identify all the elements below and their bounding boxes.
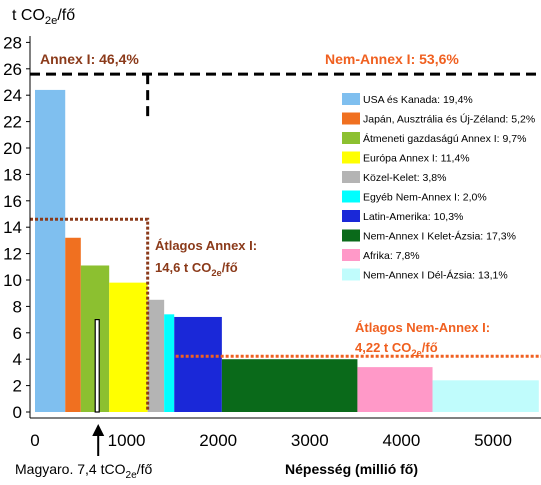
legend-swatch-5 [342,190,360,203]
y-tick-label-28: 28 [3,33,22,52]
avg-annex-label-1: Átlagos Annex I: [155,238,257,253]
legend-item-7: Nem-Annex I Kelet-Ázsia: 17,3% [363,230,516,243]
legend-item-2: Átmeneti gazdaságú Annex I: 9,7% [363,132,526,145]
annex-label: Annex I: 46,4% [40,51,139,67]
legend-swatch-7 [342,229,360,242]
bars-layer [35,89,539,413]
x-axis-label: Népesség (millió fő) [285,461,418,477]
x-tick-label-3000: 3000 [291,431,329,450]
y-tick-label-2: 2 [13,377,22,396]
legend-item-3: Európa Annex I: 11,4% [363,153,470,165]
y-tick-label-24: 24 [3,86,22,105]
y-tick-label-18: 18 [3,165,22,184]
bar-9 [432,380,539,412]
legend-item-5: Egyéb Nem-Annex I: 2,0% [363,192,487,204]
legend-swatch-2 [342,132,360,144]
bar-3 [109,282,148,412]
y-tick-label-26: 26 [3,60,22,79]
y-tick-label-16: 16 [3,192,22,211]
y-tick-label-6: 6 [13,324,22,343]
legend-swatch-3 [342,151,360,164]
overlay-layer: Annex I: 46,4% Nem-Annex I: 53,6% Átlagos … [15,51,541,481]
y-tick-label-0: 0 [13,403,22,422]
x-tick-label-1000: 1000 [108,431,146,450]
legend-item-0: USA és Kanada: 19,4% [363,94,473,106]
bar-6 [174,316,222,412]
x-tick-label-0: 0 [30,431,39,450]
y-tick-label-20: 20 [3,139,22,158]
y-tick-label-8: 8 [13,297,22,316]
x-tick-label-4000: 4000 [382,431,420,450]
legend-item-1: Japán, Ausztrália és Új-Zéland: 5,2% [363,113,535,126]
y-tick-label-22: 22 [3,113,22,132]
bar-8 [357,367,433,412]
legend-swatch-4 [342,171,360,183]
legend-swatch-9 [342,268,360,281]
legend: USA és Kanada: 19,4% Japán, Ausztrália és… [336,84,541,282]
y-tick-label-10: 10 [3,271,22,290]
legend-item-4: Közel-Kelet: 3,8% [363,172,446,184]
bar-5 [164,314,175,412]
hungary-bar [94,319,100,413]
x-tick-label-2000: 2000 [199,431,237,450]
y-tick-label-12: 12 [3,245,22,264]
legend-item-6: Latin-Amerika: 10,3% [363,211,463,223]
non-annex-label: Nem-Annex I: 53,6% [325,51,459,67]
avg-annex-label-2: 14,6 t CO2e/fő [155,260,238,278]
legend-swatch-6 [342,210,360,222]
bar-1 [65,237,81,412]
y-axis-label: t CO2e/fő [12,7,75,27]
avg-annex-line [30,217,150,410]
legend-box [336,84,541,256]
y-tick-label-14: 14 [3,218,22,237]
hungary-label: Magyaro. 7,4 tCO2e/fő [15,461,152,481]
legend-item-8: Afrika: 7,8% [363,250,420,262]
bar-4 [147,299,165,412]
bar-0 [35,89,66,413]
avg-non-annex-label-1: Átlagos Nem-Annex I: [355,320,490,335]
legend-swatch-1 [342,112,360,125]
y-tick-label-4: 4 [13,350,22,369]
legend-item-9: Nem-Annex I Dél-Ázsia: 13,1% [363,269,508,282]
legend-swatch-0 [342,93,360,105]
hungary-arrow-head [92,424,105,436]
avg-non-annex-label-2: 4,22 t CO2e/fő [355,340,438,358]
x-tick-label-5000: 5000 [474,431,512,450]
legend-swatch-8 [342,249,360,261]
bar-7 [221,359,358,412]
